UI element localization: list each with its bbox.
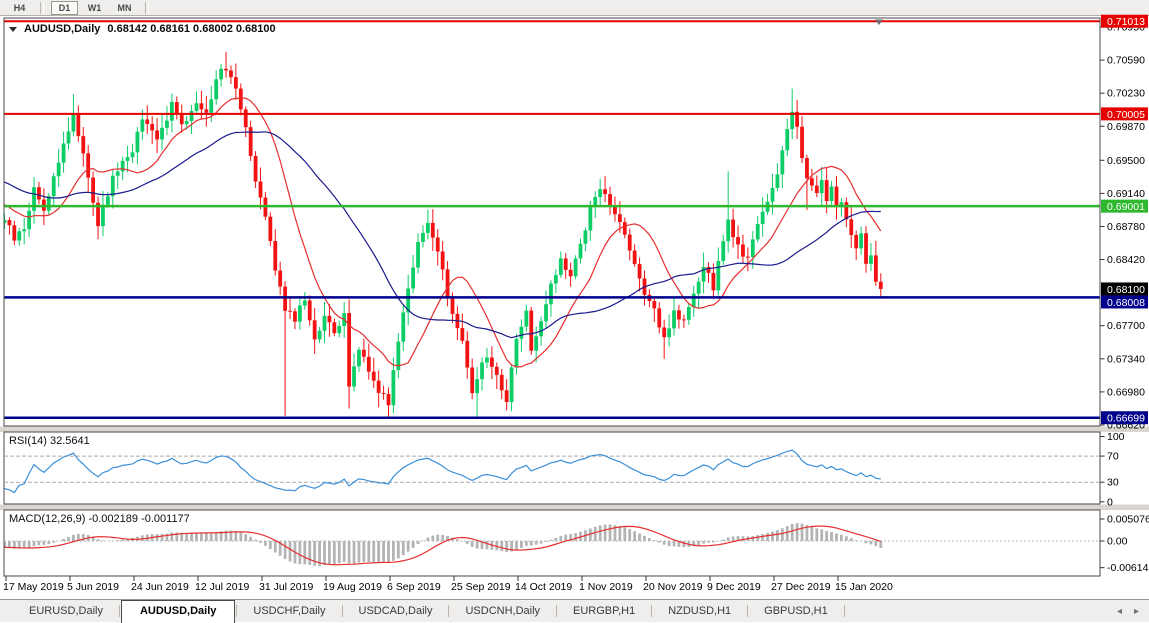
- svg-text:0.68100: 0.68100: [1107, 284, 1145, 296]
- price-badge: [1101, 411, 1148, 425]
- chart-symbol-title: AUDUSD,Daily 0.68142 0.68161 0.68002 0.6…: [9, 23, 276, 35]
- svg-text:20 Nov 2019: 20 Nov 2019: [643, 581, 703, 593]
- tabs-scroll-right-button[interactable]: ▸: [1133, 605, 1139, 617]
- svg-text:31 Jul 2019: 31 Jul 2019: [259, 581, 313, 593]
- svg-text:0.70005: 0.70005: [1107, 109, 1145, 121]
- svg-text:6 Sep 2019: 6 Sep 2019: [387, 581, 441, 593]
- main-pane[interactable]: [3, 17, 1101, 427]
- horizontal-level-lines[interactable]: [4, 20, 1100, 419]
- tabs-scroll-arrows: ◂ ▸: [1117, 606, 1139, 617]
- svg-text:0.67340: 0.67340: [1107, 353, 1145, 365]
- timeframe-button-w1[interactable]: W1: [81, 1, 108, 15]
- svg-text:1 Nov 2019: 1 Nov 2019: [579, 581, 633, 593]
- svg-text:0.69870: 0.69870: [1107, 121, 1145, 133]
- tab-gbpusd-h1[interactable]: GBPUSD,H1: [764, 605, 828, 617]
- svg-text:0.69001: 0.69001: [1107, 201, 1145, 213]
- price-badge: [1101, 199, 1148, 213]
- chart-shift-marker-icon[interactable]: [875, 19, 883, 26]
- svg-text:0.68420: 0.68420: [1107, 254, 1145, 266]
- svg-text:14 Oct 2019: 14 Oct 2019: [515, 581, 572, 593]
- tab-separator: [747, 605, 749, 617]
- timeframe-button-d1[interactable]: D1: [51, 0, 78, 15]
- ohlc-quotes: 0.68142 0.68161 0.68002 0.68100: [107, 23, 276, 35]
- svg-text:27 Dec 2019: 27 Dec 2019: [771, 581, 831, 593]
- svg-text:0.70230: 0.70230: [1107, 88, 1145, 100]
- svg-text:0.71013: 0.71013: [1107, 16, 1145, 28]
- svg-text:15 Jan 2020: 15 Jan 2020: [835, 581, 893, 593]
- tab-eurusd-daily[interactable]: EURUSD,Daily: [29, 605, 103, 617]
- macd-pane[interactable]: [3, 509, 1101, 577]
- rsi-pane[interactable]: [3, 431, 1101, 505]
- rsi-line: [4, 449, 881, 494]
- price-badge: [1101, 14, 1148, 28]
- symbol-dropdown-icon[interactable]: [9, 26, 17, 32]
- svg-text:0.66699: 0.66699: [1107, 413, 1145, 425]
- svg-text:0.66980: 0.66980: [1107, 386, 1145, 398]
- price-badge: [1101, 282, 1148, 296]
- tab-separator: [118, 605, 120, 617]
- svg-text:5 Jun 2019: 5 Jun 2019: [67, 581, 119, 593]
- moving-average-lines: [4, 97, 882, 368]
- svg-text:9 Dec 2019: 9 Dec 2019: [707, 581, 761, 593]
- pane-splitter[interactable]: [0, 504, 1149, 511]
- tab-separator: [843, 605, 845, 617]
- tab-separator: [236, 605, 238, 617]
- tab-usdcad-daily[interactable]: USDCAD,Daily: [358, 605, 433, 617]
- rsi-level-lines: [4, 455, 1100, 483]
- rsi-label: RSI(14) 32.5641: [9, 435, 90, 447]
- toolbar-separator: [40, 1, 44, 14]
- svg-text:25 Sep 2019: 25 Sep 2019: [451, 581, 511, 593]
- tab-separator: [341, 605, 343, 617]
- svg-text:0: 0: [1107, 496, 1113, 508]
- tab-nzdusd-h1[interactable]: NZDUSD,H1: [668, 605, 732, 617]
- svg-text:24 Jun 2019: 24 Jun 2019: [131, 581, 189, 593]
- svg-text:0.68780: 0.68780: [1107, 221, 1145, 233]
- tab-eurgbp-h1[interactable]: EURGBP,H1: [573, 605, 636, 617]
- svg-text:0.69140: 0.69140: [1107, 188, 1145, 200]
- price-badge: [1101, 295, 1148, 309]
- tab-separator: [651, 605, 653, 617]
- svg-text:0.005076: 0.005076: [1107, 514, 1149, 526]
- svg-text:12 Jul 2019: 12 Jul 2019: [195, 581, 249, 593]
- svg-text:0.70590: 0.70590: [1107, 55, 1145, 67]
- tabs-scroll-left-button[interactable]: ◂: [1116, 605, 1122, 617]
- toolbar-separator: [145, 1, 149, 14]
- svg-text:0.68008: 0.68008: [1107, 297, 1145, 309]
- macd-label: MACD(12,26,9) -0.002189 -0.001177: [9, 513, 190, 525]
- svg-text:100: 100: [1107, 431, 1125, 443]
- timeframe-button-h4[interactable]: H4: [6, 1, 33, 15]
- pane-splitter[interactable]: [0, 426, 1149, 433]
- svg-text:0.67700: 0.67700: [1107, 320, 1145, 332]
- svg-text:17 May 2019: 17 May 2019: [3, 581, 64, 593]
- svg-text:30: 30: [1107, 477, 1119, 489]
- tab-usdchf-daily[interactable]: USDCHF,Daily: [253, 605, 326, 617]
- chart-tabs-bar: EURUSD,Daily AUDUSD,Daily USDCHF,Daily U…: [0, 599, 1149, 623]
- tab-separator: [556, 605, 558, 617]
- macd-signal-line: [4, 525, 881, 566]
- timeframe-toolbar: H4 D1 W1 MN: [0, 0, 1149, 16]
- price-badge: [1101, 107, 1148, 121]
- tab-separator: [448, 605, 450, 617]
- tab-audusd-daily[interactable]: AUDUSD,Daily: [120, 600, 236, 623]
- svg-text:-0.006148: -0.006148: [1107, 562, 1149, 574]
- svg-text:0.69500: 0.69500: [1107, 155, 1145, 167]
- svg-text:70: 70: [1107, 451, 1119, 463]
- time-axis[interactable]: 17 May 2019 5 Jun 2019 24 Jun 2019 12 Jul 2…: [3, 576, 893, 593]
- timeframe-button-mn[interactable]: MN: [111, 1, 138, 15]
- symbol-name: AUDUSD,Daily: [24, 23, 101, 35]
- tab-usdcnh-daily[interactable]: USDCNH,Daily: [465, 605, 541, 617]
- svg-text:19 Aug 2019: 19 Aug 2019: [323, 581, 382, 593]
- svg-text:0.00: 0.00: [1107, 536, 1128, 548]
